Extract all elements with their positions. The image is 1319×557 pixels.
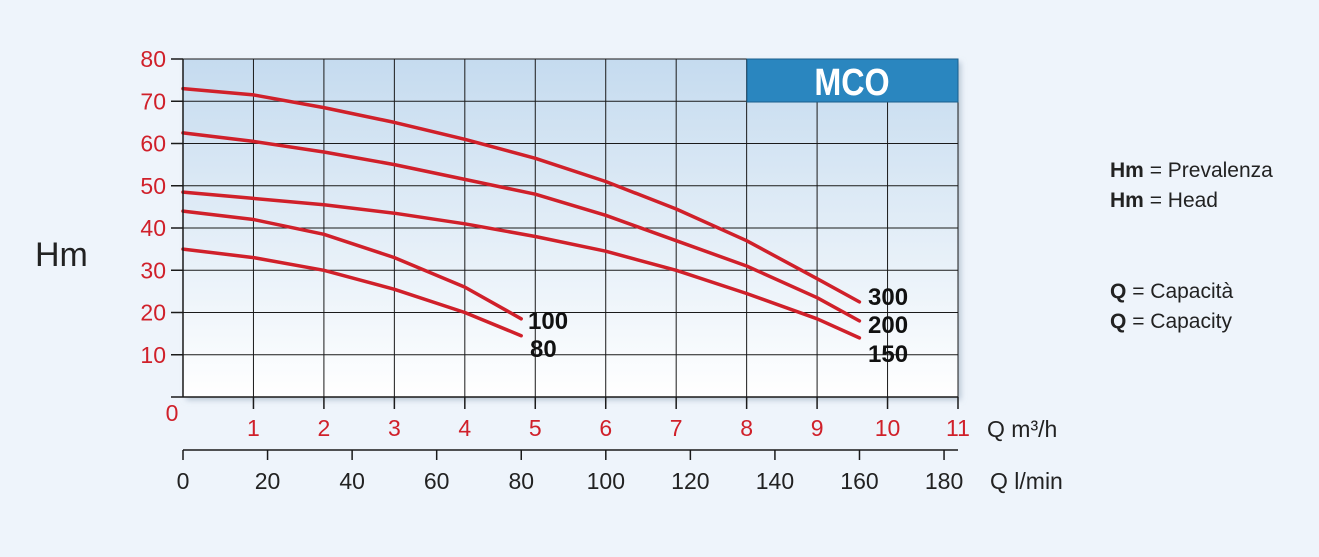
x2-tick-label: 180 xyxy=(925,468,963,494)
legend-capacity: Q = Capacità Q = Capacity xyxy=(1110,277,1233,337)
x-tick-label: 2 xyxy=(318,415,331,441)
legend-row-head: Hm = Head xyxy=(1110,186,1273,216)
legend-head: Hm = Prevalenza Hm = Head xyxy=(1110,156,1273,216)
x-tick-label: 4 xyxy=(458,415,471,441)
x2-tick-label: 60 xyxy=(424,468,450,494)
legend-q-it: = Capacità xyxy=(1132,280,1234,303)
y-tick-label: 10 xyxy=(140,342,166,368)
x-tick-label: 8 xyxy=(740,415,753,441)
series-line-150 xyxy=(181,190,862,340)
x-tick-label: 6 xyxy=(599,415,612,441)
legend-row-capacity: Q = Capacity xyxy=(1110,307,1233,337)
y-tick-label: 50 xyxy=(140,173,166,199)
legend-hm-symbol: Hm xyxy=(1110,159,1144,182)
series-line-100 xyxy=(181,209,523,321)
x2-tick-label: 80 xyxy=(508,468,534,494)
axes: 10 20 30 40 50 60 70 80 0 1 2 3 4 5 6 7 8 9 10 11 Q m³/h 0 20 4… xyxy=(140,46,1062,494)
y-tick-label: 30 xyxy=(140,257,166,283)
legend-hm-it: = Prevalenza xyxy=(1149,159,1273,182)
x-tick-label: 10 xyxy=(875,415,901,441)
legend-q-en: = Capacity xyxy=(1132,310,1232,333)
series-line-300 xyxy=(181,86,862,304)
series-line-200 xyxy=(181,131,862,323)
series-label-150: 150 xyxy=(868,341,908,368)
y-tick-label: 20 xyxy=(140,300,166,326)
x2-tick-label: 100 xyxy=(587,468,625,494)
y-tick-label: 40 xyxy=(140,215,166,241)
series-label-100: 100 xyxy=(528,308,568,335)
x-tick-label: 9 xyxy=(811,415,824,441)
legend-row-prevalenza: Hm = Prevalenza xyxy=(1110,156,1273,186)
series-line-80 xyxy=(181,247,523,338)
series-label-80: 80 xyxy=(530,336,557,363)
y-tick-label: 60 xyxy=(140,131,166,157)
y-tick-label: 0 xyxy=(166,400,179,426)
series-label-200: 200 xyxy=(868,312,908,339)
x2-tick-label: 20 xyxy=(255,468,281,494)
chart-title-box: MCO xyxy=(746,58,959,104)
x-tick-label: 1 xyxy=(247,415,260,441)
x2-axis-label: Q l/min xyxy=(990,468,1063,494)
x2-tick-label: 140 xyxy=(756,468,794,494)
legend-hm-en: = Head xyxy=(1149,189,1218,212)
chart-title: MCO xyxy=(814,62,889,104)
x2-tick-label: 40 xyxy=(339,468,365,494)
legend-hm-symbol-en: Hm xyxy=(1110,189,1144,212)
y-axis-label: Hm xyxy=(35,236,88,274)
x-axis-label: Q m³/h xyxy=(987,416,1057,442)
y-tick-label: 70 xyxy=(140,88,166,114)
x-tick-label: 7 xyxy=(670,415,683,441)
x2-tick-label: 160 xyxy=(840,468,878,494)
legend-row-capacita: Q = Capacità xyxy=(1110,277,1233,307)
legend-q-symbol-en: Q xyxy=(1110,310,1127,333)
x-tick-label: 11 xyxy=(946,415,970,441)
x-tick-label: 3 xyxy=(388,415,401,441)
legend-q-symbol: Q xyxy=(1110,280,1127,303)
x-tick-label: 5 xyxy=(529,415,542,441)
series-label-300: 300 xyxy=(868,284,908,311)
x2-tick-label: 120 xyxy=(671,468,709,494)
chart-title-bg xyxy=(746,58,959,103)
y-tick-label: 80 xyxy=(140,46,166,72)
x2-tick-label: 0 xyxy=(177,468,190,494)
